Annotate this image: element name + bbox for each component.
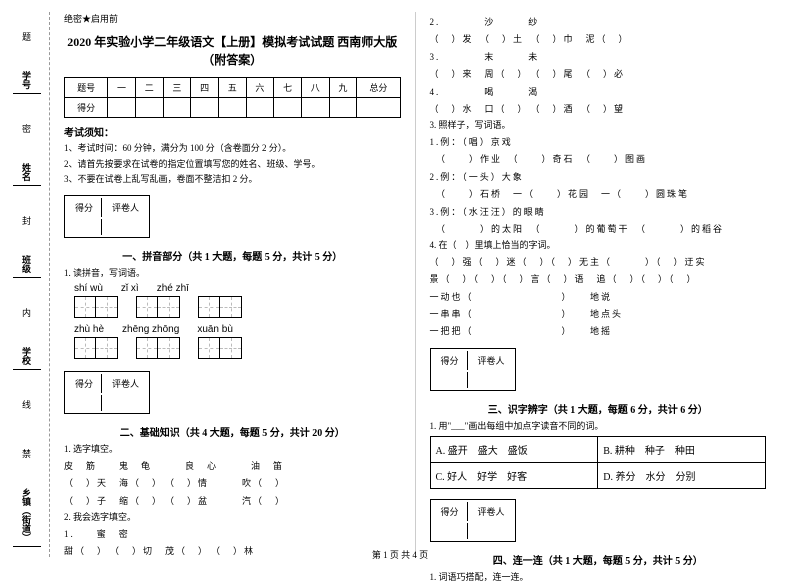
word-table: A. 盛开 盛大 盛饭B. 耕种 种子 种田 C. 好人 好学 好客D. 养分 … bbox=[430, 436, 767, 489]
section-2-heading: 二、基础知识（共 4 大题，每题 5 分，共计 20 分） bbox=[64, 424, 401, 439]
score-table: 题号一二三四五六七八九总分 得分 bbox=[64, 77, 401, 118]
margin-field: 学号 bbox=[13, 71, 41, 94]
char-grid bbox=[74, 337, 401, 359]
char-grid bbox=[74, 296, 401, 318]
fill-line: （ ）作业 （ ）奇石 （ ）图画 bbox=[430, 152, 767, 166]
margin-field: 学校 bbox=[13, 347, 41, 370]
fill-line: （ ）来 周（ ） （ ）尾 （ ）必 bbox=[430, 67, 767, 81]
question-3: 3. 照样子，写词语。 bbox=[430, 119, 767, 132]
binding-margin: 题 学号 密 姓名 封 班级 内 学校 线 禁 乡镇（街道） bbox=[8, 12, 50, 557]
margin-mark: 密 bbox=[22, 122, 31, 135]
fill-line: 4. 喝 渴 bbox=[430, 85, 767, 99]
section-score-box: 得分评卷人 bbox=[64, 371, 150, 414]
fill-line: （ ）的太阳 （ ）的葡萄干 （ ）的稻谷 bbox=[430, 222, 767, 236]
page-footer: 第 1 页 共 4 页 bbox=[0, 548, 800, 561]
fill-line: （ ）强（ ）迷（ ）（ ）无主（ ）（ ）迂实 bbox=[430, 255, 767, 269]
fill-line: （ ）水 口（ ） （ ）酒 （ ）望 bbox=[430, 102, 767, 116]
notice-item: 3、不要在试卷上乱写乱画，卷面不整洁扣 2 分。 bbox=[64, 173, 401, 186]
notice-item: 2、请首先按要求在试卷的指定位置填写您的姓名、班级、学号。 bbox=[64, 158, 401, 171]
pinyin-row: shí wù zǐ xì zhé zhī bbox=[74, 283, 401, 294]
exam-title: 2020 年实验小学二年级语文【上册】模拟考试试题 西南师大版（附答案） bbox=[64, 33, 401, 69]
fill-line: 一把把（ ） 地摇 bbox=[430, 324, 767, 338]
pinyin-row: zhù hè zhēng zhōng xuān bù bbox=[74, 324, 401, 335]
margin-mark: 题 bbox=[22, 30, 31, 43]
fill-line: 景（ ）（ ）（ ）言（ ）语 追（ ）（ ）（ ） bbox=[430, 272, 767, 286]
fill-line: （ ）发 （ ）土 （ ）巾 泥（ ） bbox=[430, 32, 767, 46]
secret-label: 绝密★启用前 bbox=[64, 12, 401, 25]
margin-mark: 线 bbox=[22, 398, 31, 411]
fill-line: 皮 筋 鬼 龟 良 心 油 笛 bbox=[64, 459, 401, 473]
fill-line: 一动也（ ） 地说 bbox=[430, 290, 767, 304]
question-2-2: 2. 我会选字填空。 bbox=[64, 511, 401, 524]
section-score-box: 得分评卷人 bbox=[430, 499, 516, 542]
fill-line: 3.例：（水汪汪）的眼睛 bbox=[430, 205, 767, 219]
margin-field: 班级 bbox=[13, 255, 41, 278]
left-column: 绝密★启用前 2020 年实验小学二年级语文【上册】模拟考试试题 西南师大版（附… bbox=[50, 12, 416, 557]
fill-line: （ ）天 海（ ） （ ）情 吹（ ） bbox=[64, 476, 401, 490]
margin-mark: 内 bbox=[22, 306, 31, 319]
margin-mark: 禁 bbox=[22, 447, 31, 460]
section-3-heading: 三、识字辨字（共 1 大题，每题 6 分，共计 6 分） bbox=[430, 401, 767, 416]
fill-line: 一串串（ ） 地点头 bbox=[430, 307, 767, 321]
margin-mark: 封 bbox=[22, 214, 31, 227]
fill-line: （ ）石桥 一（ ）花园 一（ ）圆珠笔 bbox=[430, 187, 767, 201]
margin-field: 姓名 bbox=[13, 163, 41, 186]
margin-field: 乡镇（街道） bbox=[13, 488, 41, 547]
section-score-box: 得分评卷人 bbox=[430, 348, 516, 391]
fill-line: 2. 沙 纱 bbox=[430, 15, 767, 29]
fill-line: 3. 末 未 bbox=[430, 50, 767, 64]
question-4: 4. 在（ ）里填上恰当的字词。 bbox=[430, 239, 767, 252]
fill-line: 2.例：（一头）大象 bbox=[430, 170, 767, 184]
right-column: 2. 沙 纱 （ ）发 （ ）土 （ ）巾 泥（ ） 3. 末 未 （ ）来 周… bbox=[416, 12, 781, 557]
section-1-heading: 一、拼音部分（共 1 大题，每题 5 分，共计 5 分） bbox=[64, 248, 401, 263]
section-score-box: 得分评卷人 bbox=[64, 195, 150, 238]
question-1: 1. 读拼音，写词语。 bbox=[64, 267, 401, 280]
question-2-1: 1. 选字填空。 bbox=[64, 443, 401, 456]
fill-line: 1. 蜜 密 bbox=[64, 527, 401, 541]
question-s3: 1. 用"___"画出每组中加点字读音不同的词。 bbox=[430, 420, 767, 433]
fill-line: 1.例：（唱）京戏 bbox=[430, 135, 767, 149]
notice-item: 1、考试时间：60 分钟，满分为 100 分（含卷面分 2 分）。 bbox=[64, 142, 401, 155]
notice-heading: 考试须知： bbox=[64, 124, 401, 139]
question-s4: 1. 词语巧搭配，连一连。 bbox=[430, 571, 767, 584]
fill-line: （ ）子 缩（ ） （ ）盆 汽（ ） bbox=[64, 494, 401, 508]
